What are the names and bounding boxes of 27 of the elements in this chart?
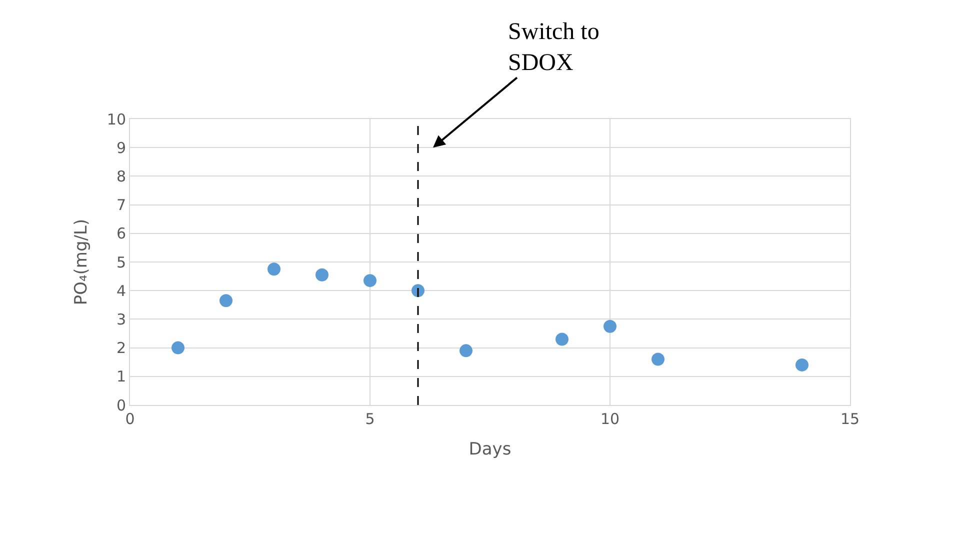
y-tick-label: 9	[116, 138, 126, 157]
point	[268, 262, 280, 276]
x-tick-label: 5	[365, 410, 375, 428]
y-axis-title: PO₄(mg/L)	[71, 218, 92, 306]
ref-line-label: Switch to SDOX	[508, 19, 600, 76]
y-tick-label: 4	[116, 282, 126, 300]
point	[316, 268, 328, 282]
x-tick-label: 15	[840, 410, 860, 428]
x-axis-title: Days	[468, 439, 512, 460]
y-tick-label: 10	[106, 110, 126, 128]
y-tick-label: 0	[116, 396, 126, 414]
y-tick-label: 6	[116, 224, 126, 243]
point	[220, 294, 232, 308]
point	[364, 274, 376, 288]
point	[556, 332, 568, 346]
point	[460, 344, 472, 358]
y-tick-label: 3	[116, 310, 126, 328]
y-tick-label: 7	[116, 196, 126, 214]
y-tick-label: 1	[116, 368, 126, 386]
point	[604, 320, 616, 333]
y-tick-label: 2	[116, 339, 126, 358]
y-tick-label: 5	[116, 253, 126, 272]
point	[652, 352, 664, 366]
point	[796, 358, 808, 372]
point	[172, 341, 184, 354]
x-tick-label: 10	[600, 410, 620, 428]
y-tick-label: 8	[116, 167, 126, 186]
